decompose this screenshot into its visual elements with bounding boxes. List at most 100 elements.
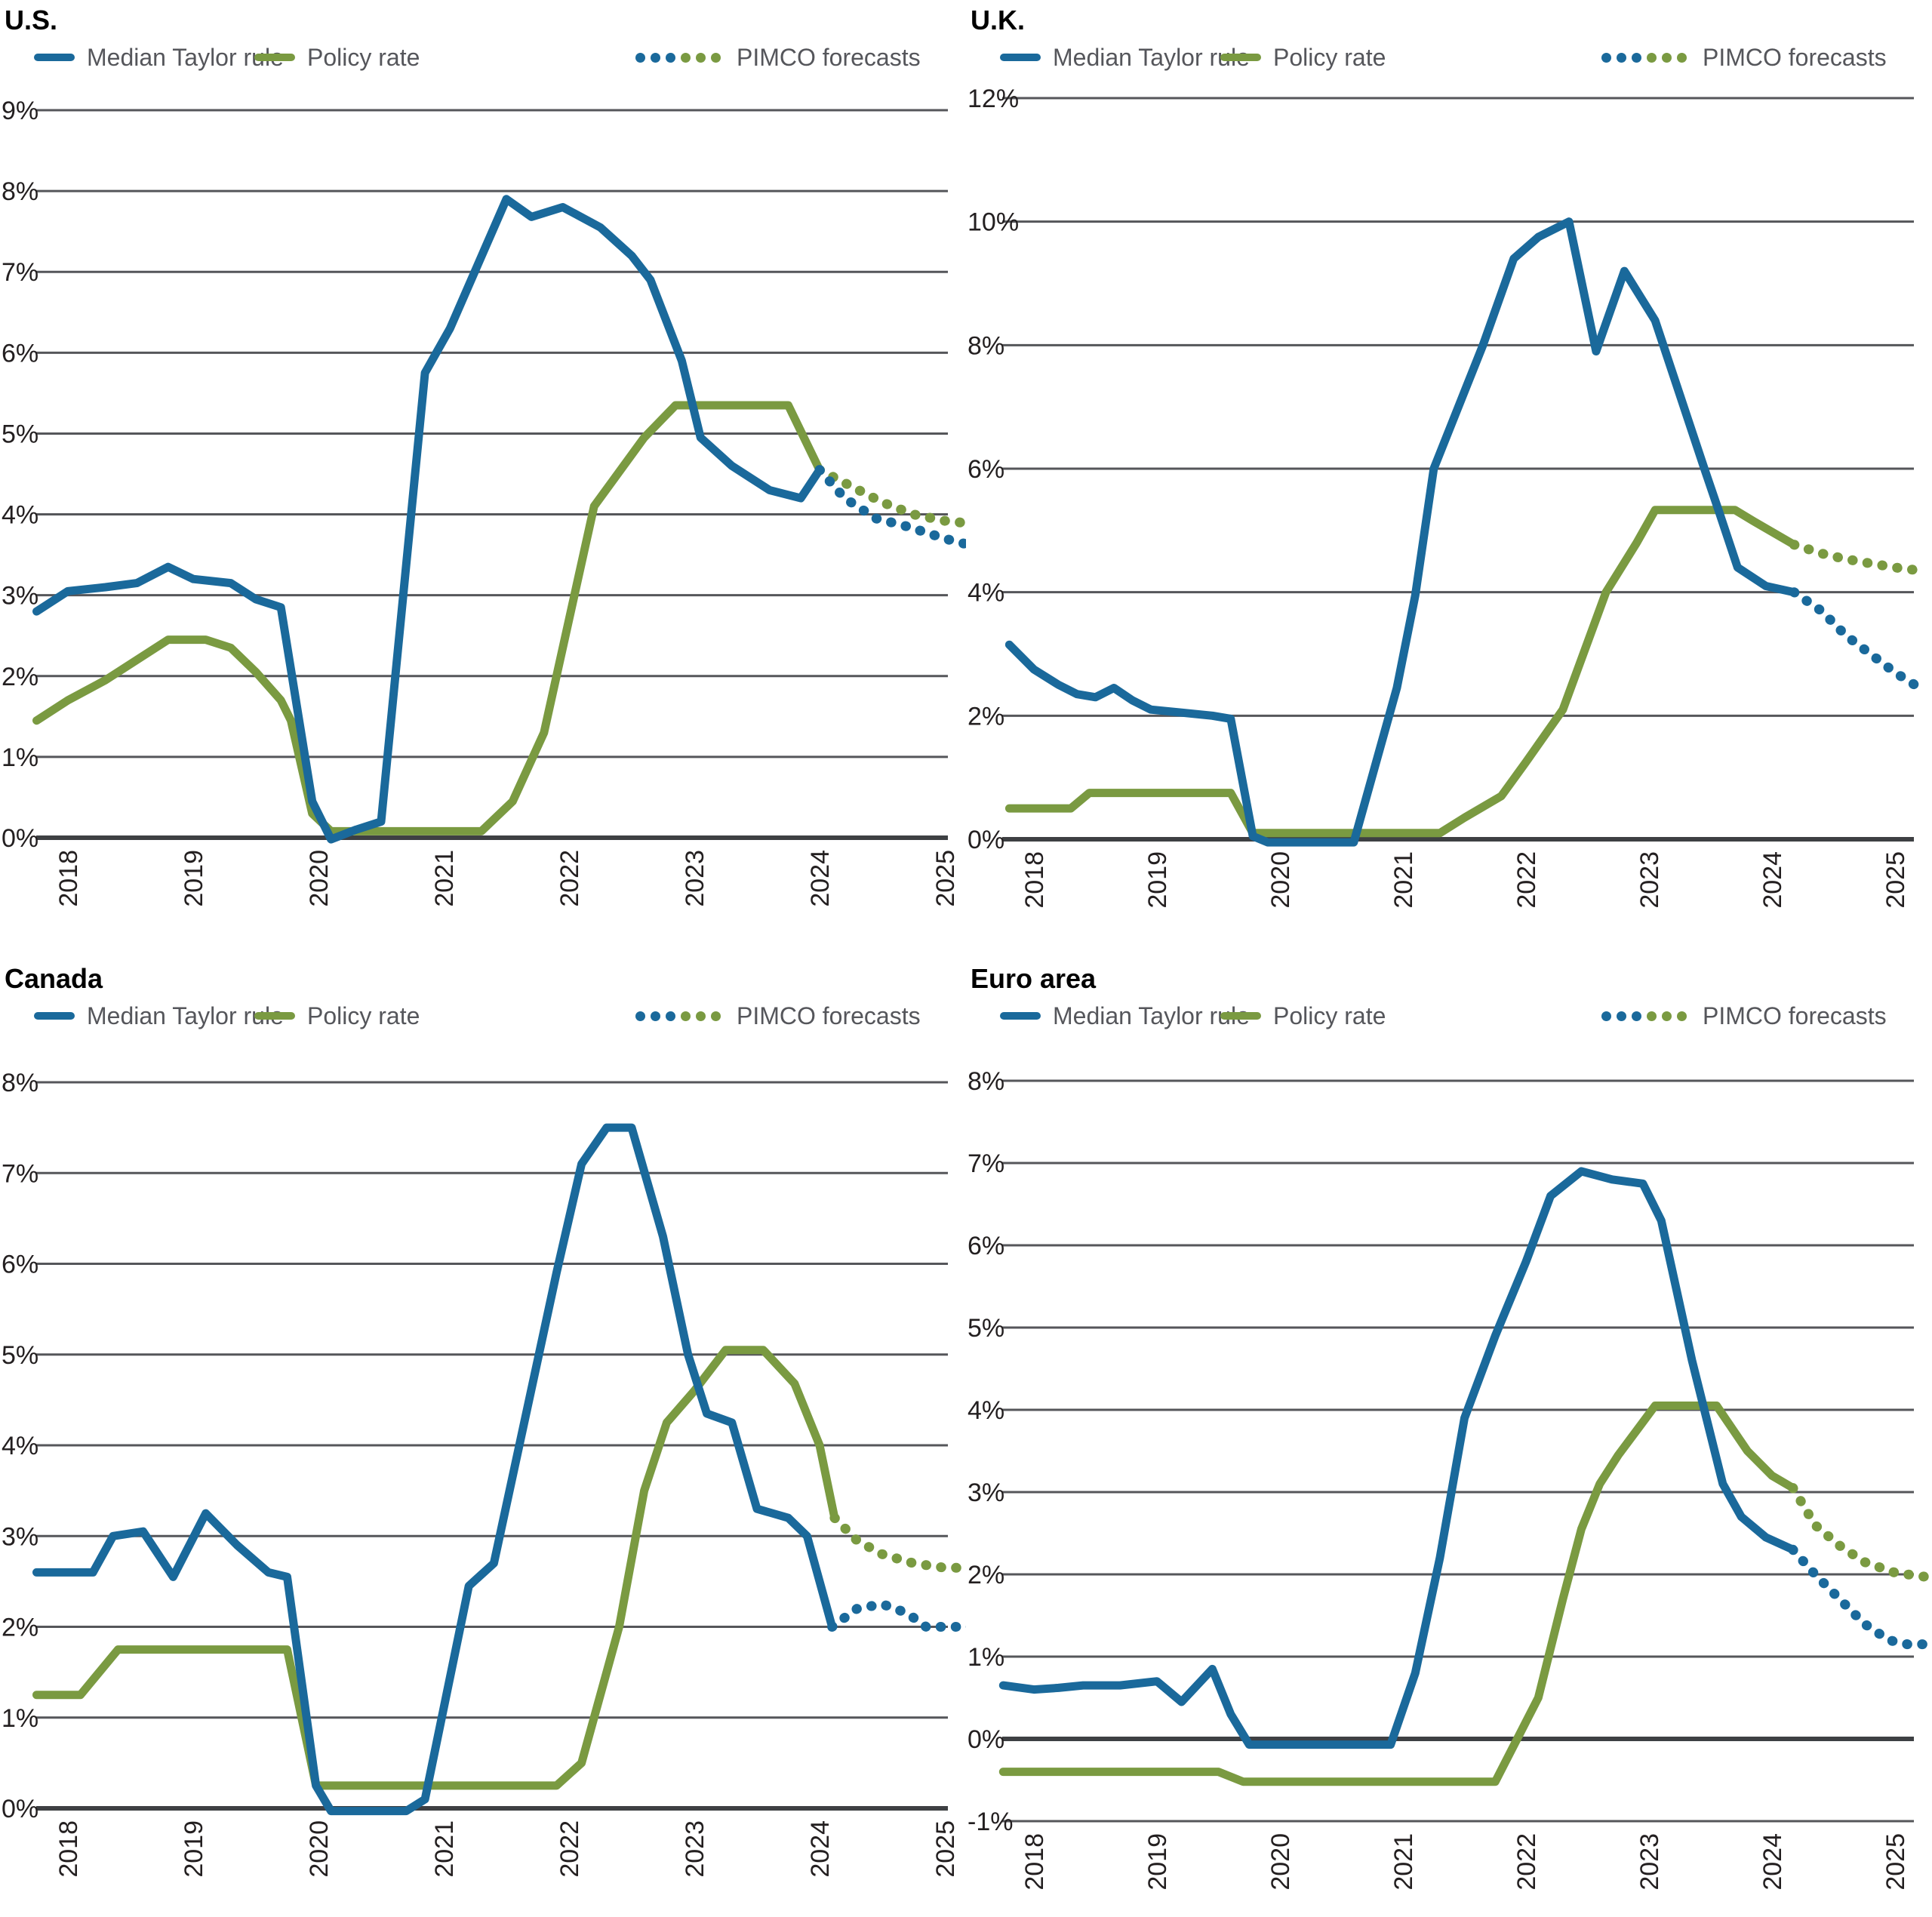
chart-title-canada: Canada (5, 963, 103, 994)
legend-item-taylor: Median Taylor rule (1000, 42, 1250, 72)
taylor-line-swatch-icon (1000, 1012, 1041, 1020)
legend-label-forecast: PIMCO forecasts (1703, 1002, 1887, 1029)
us-plot-area: 9% 8% 7% 6% 5% 4% 3% 2% 1% 0% 2018 2019 2020 2021 2022… (2, 97, 966, 907)
y-tick-label: 4% (2, 1432, 38, 1460)
legend-item-forecast: PIMCO forecasts (1601, 42, 1887, 72)
x-tick-label: 2025 (1881, 1833, 1910, 1891)
y-tick-label: 6% (2, 1251, 38, 1279)
legend-label-forecast: PIMCO forecasts (1703, 43, 1887, 71)
us-policy-forecast-dotted-line (814, 465, 966, 528)
legend-item-policy: Policy rate (254, 1001, 420, 1031)
legend-label-taylor: Median Taylor rule (87, 1002, 284, 1029)
x-tick-label: 2022 (1512, 851, 1541, 909)
y-tick-label: 0% (968, 826, 1004, 854)
legend-item-taylor: Median Taylor rule (34, 1001, 284, 1031)
y-tick-label: 8% (2, 177, 38, 206)
x-tick-label: 2024 (806, 1820, 835, 1878)
y-tick-label: 4% (968, 1396, 1004, 1425)
y-tick-label: 5% (968, 1314, 1004, 1343)
taylor-line-swatch-icon (1000, 54, 1041, 61)
x-tick-label: 2021 (430, 1820, 459, 1878)
y-tick-label: 0% (2, 824, 38, 853)
legend-label-policy: Policy rate (307, 43, 420, 71)
x-tick-label: 2019 (180, 850, 208, 907)
legend-us: Median Taylor rule Policy rate PIMCO for… (0, 42, 966, 72)
x-tick-label: 2022 (555, 850, 584, 907)
canada-taylor-forecast-dotted-line (827, 1599, 966, 1632)
x-tick-label: 2023 (681, 1820, 709, 1878)
policy-line-swatch-icon (254, 54, 295, 61)
legend-item-forecast: PIMCO forecasts (1601, 1001, 1887, 1031)
canada-taylor-line (32, 1123, 837, 1816)
taylor-line-swatch-icon (34, 54, 75, 61)
euro-policy-forecast-dotted-line (1788, 1483, 1931, 1582)
y-tick-label: -1% (968, 1808, 1013, 1836)
legend-label-forecast: PIMCO forecasts (737, 1002, 921, 1029)
y-tick-label: 0% (968, 1725, 1004, 1754)
x-tick-label: 2018 (54, 850, 83, 907)
y-tick-label: 3% (2, 582, 38, 611)
chart-panel-canada: 8% 7% 6% 5% 4% 3% 2% 1% 0% 2018 2019 2020 2021 2022 20… (0, 958, 966, 1917)
chart-panel-us: 9% 8% 7% 6% 5% 4% 3% 2% 1% 0% 2018 2019 2020 2021 2022… (0, 0, 966, 958)
x-tick-label: 2024 (806, 850, 835, 907)
y-tick-label: 7% (968, 1149, 1004, 1178)
uk-policy-line (1004, 506, 1798, 838)
x-tick-label: 2025 (931, 850, 960, 907)
legend-item-policy: Policy rate (254, 42, 420, 72)
y-tick-label: 2% (968, 1561, 1004, 1589)
x-tick-label: 2019 (1143, 1833, 1172, 1891)
y-tick-label: 3% (2, 1522, 38, 1551)
us-policy-line (32, 401, 824, 835)
x-tick-label: 2018 (1020, 1833, 1049, 1891)
legend-item-policy: Policy rate (1220, 42, 1386, 72)
y-tick-label: 1% (2, 743, 38, 772)
uk-policy-forecast-dotted-line (1789, 540, 1925, 576)
us-taylor-forecast-dotted-line (814, 465, 966, 549)
legend-label-policy: Policy rate (1273, 43, 1386, 71)
y-tick-label: 6% (2, 339, 38, 368)
x-tick-label: 2021 (1389, 1833, 1418, 1891)
x-tick-label: 2020 (305, 850, 334, 907)
x-tick-label: 2024 (1758, 851, 1787, 909)
y-tick-label: 8% (968, 1067, 1004, 1096)
y-tick-label: 10% (968, 208, 1019, 237)
x-tick-label: 2025 (1881, 851, 1910, 909)
chart-panel-uk: 12% 10% 8% 6% 4% 2% 0% 2018 2019 2020 2021 2022 2023… (966, 0, 1932, 958)
legend-label-taylor: Median Taylor rule (87, 43, 284, 71)
policy-line-swatch-icon (1220, 54, 1261, 61)
legend-label-policy: Policy rate (1273, 1002, 1386, 1029)
canada-plot-area: 8% 7% 6% 5% 4% 3% 2% 1% 0% 2018 2019 2020 2021 2022 20… (2, 1069, 966, 1878)
legend-item-forecast: PIMCO forecasts (635, 1001, 921, 1031)
y-tick-label: 8% (2, 1069, 38, 1097)
y-tick-label: 5% (2, 1341, 38, 1370)
us-taylor-line (32, 195, 824, 844)
y-tick-label: 7% (2, 258, 38, 287)
uk-taylor-line (1004, 217, 1798, 847)
y-tick-label: 8% (968, 331, 1004, 360)
y-tick-label: 2% (2, 663, 38, 691)
y-tick-label: 3% (968, 1479, 1004, 1507)
x-tick-label: 2018 (54, 1820, 83, 1878)
legend-label-taylor: Median Taylor rule (1053, 1002, 1250, 1029)
forecast-dots-swatch-icon (635, 1011, 726, 1021)
x-tick-label: 2025 (931, 1820, 960, 1878)
y-tick-label: 0% (2, 1795, 38, 1823)
euro-policy-line (998, 1402, 1798, 1786)
x-tick-label: 2020 (1266, 1833, 1295, 1891)
y-tick-label: 2% (2, 1614, 38, 1642)
y-tick-label: 6% (968, 455, 1004, 484)
y-tick-label: 4% (2, 501, 38, 530)
uk-plot-area: 12% 10% 8% 6% 4% 2% 0% 2018 2019 2020 2021 2022 2023… (968, 85, 1925, 909)
policy-line-swatch-icon (254, 1012, 295, 1020)
x-tick-label: 2020 (1266, 851, 1295, 909)
x-tick-label: 2021 (1389, 851, 1418, 909)
legend-label-taylor: Median Taylor rule (1053, 43, 1250, 71)
y-tick-label: 1% (2, 1704, 38, 1733)
legend-uk: Median Taylor rule Policy rate PIMCO for… (966, 42, 1932, 72)
chart-panel-euro-area: 8% 7% 6% 5% 4% 3% 2% 1% 0% -1% 2018 2019 2020 2021 202… (966, 958, 1932, 1917)
y-tick-label: 12% (968, 85, 1019, 113)
chart-title-euro-area: Euro area (971, 963, 1097, 994)
y-tick-label: 5% (2, 420, 38, 448)
x-tick-label: 2018 (1020, 851, 1049, 909)
x-tick-label: 2020 (305, 1820, 334, 1878)
